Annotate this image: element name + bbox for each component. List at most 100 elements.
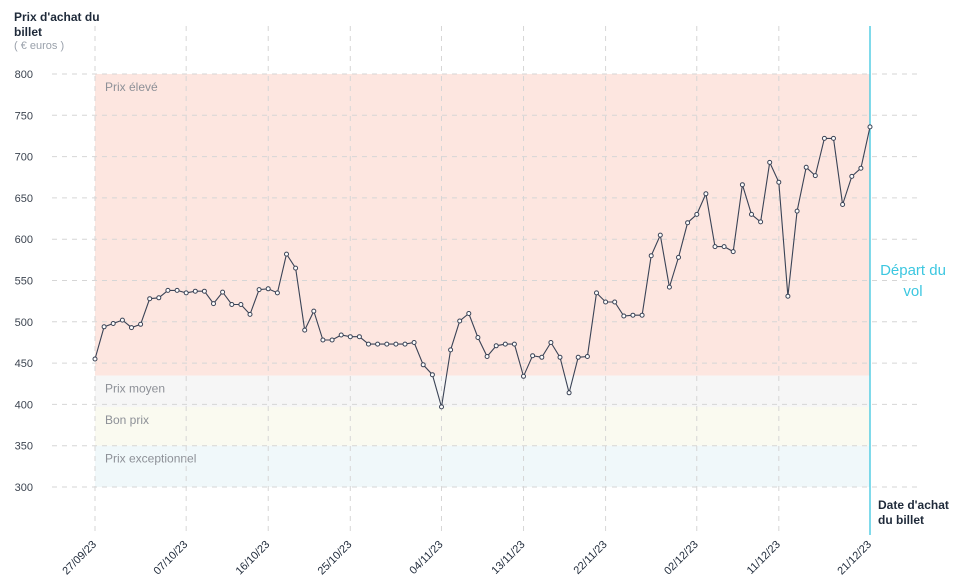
data-point-67: [703, 191, 709, 197]
data-point-17: [247, 311, 253, 317]
data-point-4: [129, 325, 134, 331]
x-axis-title: Date d'achat du billet: [878, 498, 949, 527]
data-point-55: [594, 290, 599, 296]
grid-lines: [52, 26, 918, 535]
y-tick-500: 500: [15, 317, 33, 329]
data-point-51: [557, 354, 563, 360]
data-point-79: [812, 173, 818, 179]
x-tick-3: 25/10/23: [316, 539, 355, 578]
data-point-13: [211, 301, 216, 307]
data-point-46: [511, 341, 517, 347]
zone-1: [95, 375, 870, 407]
data-point-7: [156, 295, 162, 301]
data-point-23: [302, 327, 308, 333]
data-point-34: [402, 341, 408, 347]
data-point-31: [375, 341, 381, 347]
data-point-5: [138, 321, 144, 327]
x-tick-8: 11/12/23: [745, 539, 783, 577]
data-point-71: [739, 182, 745, 188]
zone-label-1: Prix moyen: [105, 381, 165, 395]
data-point-22: [293, 265, 299, 271]
data-point-36: [420, 362, 426, 368]
data-point-45: [502, 341, 508, 347]
data-point-8: [165, 287, 171, 293]
data-point-43: [484, 354, 490, 359]
departure-label: Départ du vol: [880, 262, 946, 300]
data-point-44: [493, 343, 499, 349]
x-tick-5: 13/11/23: [489, 539, 527, 577]
zone-label-2: Bon prix: [105, 413, 149, 427]
data-point-14: [220, 289, 226, 295]
data-point-76: [785, 293, 791, 299]
data-point-84: [858, 165, 864, 171]
data-point-9: [174, 287, 180, 293]
x-tick-0: 27/09/23: [60, 539, 99, 578]
data-point-62: [657, 232, 663, 238]
zone-2: [95, 406, 870, 446]
data-point-26: [329, 337, 335, 343]
x-tick-2: 16/10/23: [234, 539, 273, 578]
data-point-74: [767, 159, 773, 165]
data-point-77: [794, 208, 800, 214]
y-axis-title: Prix d'achat du billet: [14, 10, 100, 39]
y-tick-350: 350: [15, 441, 33, 453]
data-point-40: [457, 318, 463, 324]
data-point-52: [566, 390, 572, 396]
data-point-39: [448, 347, 454, 353]
data-point-25: [320, 337, 326, 343]
data-point-54: [584, 354, 590, 359]
data-point-32: [384, 341, 390, 347]
data-point-56: [603, 299, 609, 305]
data-point-65: [685, 220, 691, 226]
x-tick-1: 07/10/23: [152, 539, 191, 578]
data-point-63: [666, 284, 672, 290]
series-line-0: [94, 126, 871, 408]
x-tick-4: 04/11/23: [407, 539, 445, 577]
data-point-53: [575, 354, 581, 360]
data-point-33: [393, 341, 399, 347]
y-tick-600: 600: [15, 234, 33, 246]
data-point-3: [119, 317, 125, 323]
price-series: [92, 124, 873, 410]
data-point-58: [621, 313, 627, 319]
y-axis-unit: ( € euros ): [14, 40, 65, 52]
data-point-1: [101, 324, 107, 330]
data-point-78: [803, 164, 809, 170]
data-point-73: [758, 219, 764, 225]
data-point-6: [147, 296, 153, 302]
data-point-11: [192, 288, 198, 294]
data-point-0: [92, 356, 98, 362]
y-tick-750: 750: [15, 110, 33, 122]
data-point-28: [347, 334, 353, 340]
data-point-2: [110, 321, 116, 326]
x-tick-7: 02/12/23: [662, 539, 701, 578]
data-point-12: [201, 288, 207, 294]
data-point-85: [867, 124, 873, 130]
data-point-38: [439, 404, 444, 410]
data-point-37: [429, 372, 435, 378]
data-point-80: [821, 135, 827, 141]
zone-0: [95, 74, 870, 376]
zone-label-0: Prix élevé: [105, 80, 158, 94]
x-tick-9: 21/12/23: [835, 539, 874, 578]
y-tick-800: 800: [15, 69, 33, 81]
data-point-16: [238, 302, 244, 307]
data-point-30: [366, 341, 371, 347]
data-point-42: [475, 335, 481, 340]
y-tick-550: 550: [15, 276, 33, 288]
data-point-48: [530, 353, 536, 359]
data-point-64: [676, 254, 681, 260]
zone-label-3: Prix exceptionnel: [105, 452, 196, 466]
data-point-82: [840, 202, 846, 207]
zone-3: [95, 445, 870, 487]
data-point-59: [630, 312, 636, 318]
y-tick-700: 700: [15, 152, 33, 164]
y-tick-450: 450: [15, 358, 33, 370]
x-axis-ticks: 27/09/23 07/10/23 16/10/23 25/10/23 04/11/23…: [60, 539, 874, 578]
y-tick-400: 400: [15, 399, 33, 411]
data-point-70: [730, 249, 736, 255]
data-point-57: [612, 299, 618, 305]
data-point-72: [749, 211, 754, 217]
data-point-27: [338, 332, 344, 338]
